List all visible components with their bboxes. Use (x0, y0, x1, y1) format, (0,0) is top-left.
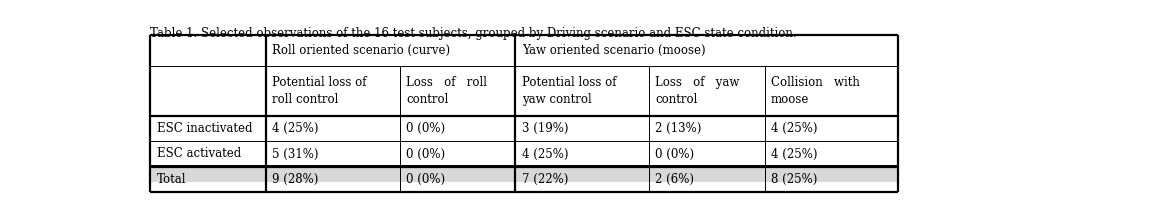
Text: Yaw oriented scenario (moose): Yaw oriented scenario (moose) (521, 44, 705, 57)
Text: Loss   of   roll
control: Loss of roll control (406, 76, 487, 106)
FancyBboxPatch shape (150, 167, 899, 192)
Text: 5 (31%): 5 (31%) (273, 147, 318, 161)
Text: 4 (25%): 4 (25%) (521, 147, 568, 161)
Text: Potential loss of
yaw control: Potential loss of yaw control (521, 76, 616, 106)
Text: 3 (19%): 3 (19%) (521, 122, 568, 135)
Text: 0 (0%): 0 (0%) (406, 173, 445, 186)
Text: 2 (13%): 2 (13%) (655, 122, 702, 135)
Text: Total: Total (156, 173, 187, 186)
Text: 0 (0%): 0 (0%) (406, 122, 445, 135)
Text: ESC activated: ESC activated (156, 147, 241, 161)
Text: Collision   with
moose: Collision with moose (771, 76, 861, 106)
Text: Potential loss of
roll control: Potential loss of roll control (273, 76, 367, 106)
Text: Table 1. Selected observations of the 16 test subjects, grouped by Driving scena: Table 1. Selected observations of the 16… (150, 27, 796, 40)
Text: 7 (22%): 7 (22%) (521, 173, 568, 186)
Text: Loss   of   yaw
control: Loss of yaw control (655, 76, 739, 106)
Text: 2 (6%): 2 (6%) (655, 173, 695, 186)
Text: 0 (0%): 0 (0%) (406, 147, 445, 161)
Text: 4 (25%): 4 (25%) (771, 122, 817, 135)
Text: 0 (0%): 0 (0%) (655, 147, 695, 161)
Text: 8 (25%): 8 (25%) (771, 173, 817, 186)
Text: ESC inactivated: ESC inactivated (156, 122, 252, 135)
Text: 4 (25%): 4 (25%) (771, 147, 817, 161)
Text: 9 (28%): 9 (28%) (273, 173, 318, 186)
Text: 4 (25%): 4 (25%) (273, 122, 318, 135)
Text: Roll oriented scenario (curve): Roll oriented scenario (curve) (273, 44, 450, 57)
